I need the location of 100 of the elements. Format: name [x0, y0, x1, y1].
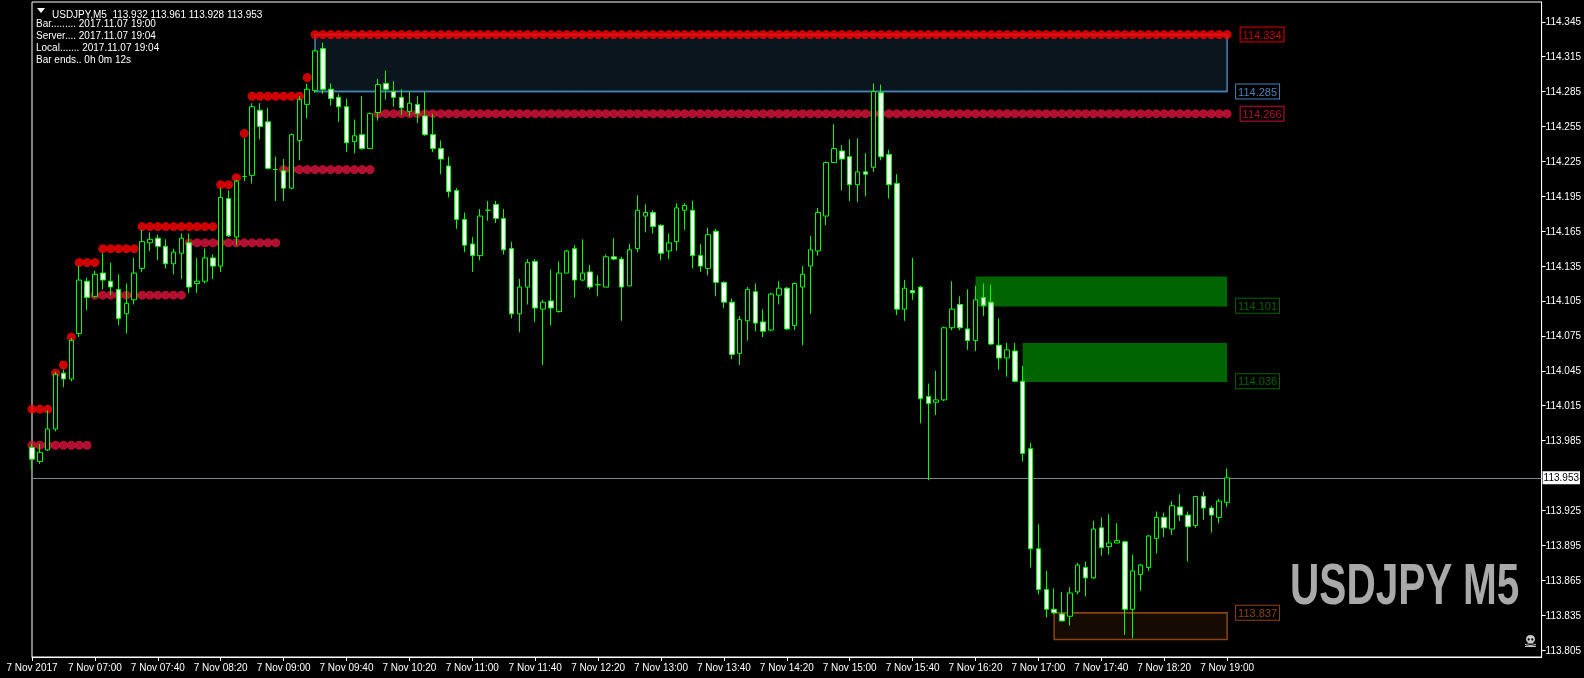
candlestick — [603, 253, 609, 288]
x-tick-label: 7 Nov 18:20 — [1137, 661, 1192, 673]
candlestick — [902, 279, 907, 322]
candlestick — [477, 208, 483, 261]
candlestick — [304, 82, 310, 119]
y-tick-label: 114.255 — [1545, 120, 1582, 132]
data-label: 114.334 — [1242, 28, 1282, 41]
candlestick — [847, 138, 852, 202]
candlestick — [957, 295, 963, 331]
candlestick — [996, 317, 1002, 371]
y-tick-label: 114.195 — [1545, 190, 1582, 202]
candlestick — [312, 49, 318, 94]
candlestick — [273, 156, 278, 202]
candlestick — [383, 70, 389, 101]
y-tick-label: 113.805 — [1545, 644, 1582, 656]
candlestick — [705, 227, 711, 276]
candlestick — [84, 277, 90, 311]
candlestick — [391, 80, 396, 108]
candlestick — [886, 149, 892, 200]
candlestick — [548, 269, 554, 326]
candlestick — [501, 208, 506, 255]
candlestick — [1036, 523, 1041, 595]
candlestick — [619, 256, 624, 322]
candlestick — [745, 286, 750, 342]
annotation: Bar ends.. 0h 0m 12s — [36, 53, 132, 65]
candlestick — [1201, 491, 1206, 521]
candlestick — [249, 102, 255, 184]
candlestick — [1059, 591, 1065, 622]
candlestick — [1130, 554, 1135, 639]
candlestick — [179, 233, 184, 280]
candlestick — [918, 285, 923, 424]
candlestick — [815, 207, 821, 257]
candlestick — [595, 274, 601, 297]
candlestick — [674, 202, 679, 252]
candlestick — [1083, 561, 1088, 597]
x-tick-label: 7 Nov 2017 — [6, 661, 59, 673]
x-tick-label: 7 Nov 15:00 — [822, 661, 878, 673]
candlestick — [352, 119, 357, 154]
x-tick-label: 7 Nov 19:00 — [1200, 661, 1255, 673]
candlestick — [580, 238, 585, 282]
candlestick — [1114, 522, 1120, 544]
candlestick — [737, 315, 742, 366]
y-tick-label: 114.165 — [1545, 225, 1582, 237]
x-tick-label: 7 Nov 07:00 — [67, 661, 123, 673]
candlestick — [1146, 534, 1151, 572]
candlestick — [1216, 498, 1222, 524]
candlestick — [1075, 562, 1080, 595]
y-tick-label: 113.985 — [1545, 435, 1582, 447]
candlestick — [729, 298, 735, 360]
candlestick — [147, 231, 153, 252]
y-tick-label: 114.015 — [1545, 400, 1582, 412]
y-tick-label: 114.075 — [1545, 330, 1582, 342]
candlestick — [1044, 570, 1049, 618]
candlestick — [658, 223, 664, 261]
candlestick — [564, 249, 569, 274]
y-tick-label: 114.225 — [1545, 155, 1582, 167]
x-tick-label: 7 Nov 11:00 — [445, 661, 500, 673]
candlestick — [768, 292, 774, 332]
candlestick — [1099, 516, 1104, 557]
candlestick — [1067, 586, 1073, 627]
candlestick — [532, 258, 538, 323]
candlestick — [1169, 500, 1175, 536]
text: USDJPY,M5 113.932 113.961 113.928 113.953 — [52, 8, 263, 20]
candlestick — [572, 244, 577, 299]
candlestick — [627, 243, 632, 287]
candlestick — [839, 144, 845, 191]
y-tick-label: 114.315 — [1545, 51, 1582, 63]
candlestick — [650, 209, 656, 235]
candlestick — [242, 137, 247, 182]
candlestick — [713, 228, 719, 297]
y-tick-label: 113.925 — [1545, 504, 1582, 516]
candlestick — [933, 370, 939, 416]
candlestick — [525, 258, 530, 305]
candlestick — [37, 443, 43, 465]
candlestick — [226, 189, 231, 238]
candlestick — [1122, 540, 1128, 636]
candlestick — [988, 284, 994, 346]
candlestick — [1161, 512, 1167, 538]
candlestick — [1106, 513, 1112, 556]
candlestick — [1012, 342, 1018, 383]
candlestick — [587, 264, 593, 290]
candlestick — [1193, 495, 1198, 529]
candlestick — [682, 202, 687, 231]
candlestick — [949, 280, 955, 331]
candlestick — [462, 212, 467, 253]
candlestick — [776, 280, 782, 305]
candlestick — [210, 253, 216, 280]
candlestick — [1091, 520, 1096, 580]
candlestick — [698, 243, 703, 273]
x-tick-label: 7 Nov 16:20 — [948, 661, 1003, 673]
x-tick-label: 7 Nov 13:00 — [634, 661, 689, 673]
candlestick — [855, 137, 860, 203]
x-tick-label: 7 Nov 08:20 — [193, 661, 249, 673]
annotation: Bar......... 2017.11.07 19:00 — [36, 17, 157, 29]
data-label: 114.266 — [1242, 107, 1282, 120]
candlestick — [792, 281, 797, 331]
candlestick — [344, 98, 349, 153]
annotation: 114.036 — [1238, 375, 1278, 388]
x-tick-label: 7 Nov 09:40 — [319, 661, 374, 673]
candlestick — [894, 173, 900, 316]
